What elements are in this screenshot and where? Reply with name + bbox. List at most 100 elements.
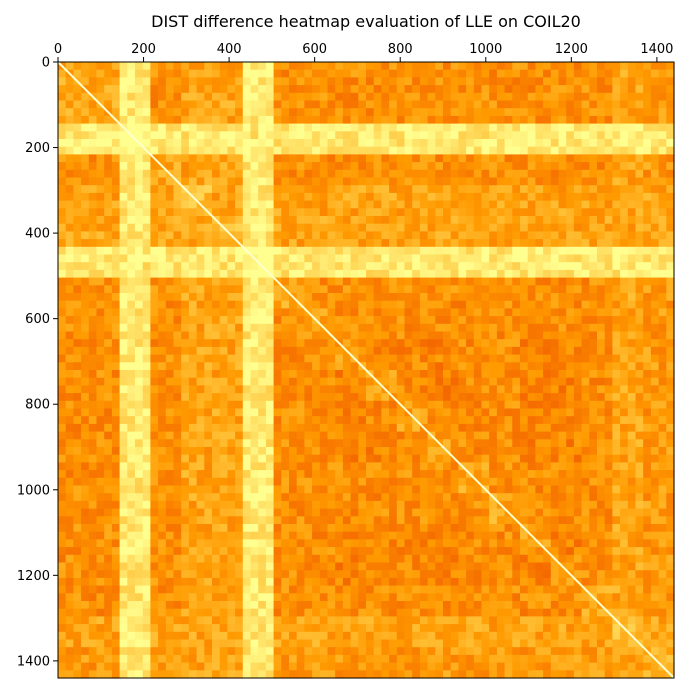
heatmap-cell	[104, 493, 113, 502]
heatmap-cell	[312, 300, 321, 309]
heatmap-cell	[65, 416, 74, 425]
heatmap-cell	[96, 400, 105, 410]
heatmap-cell	[58, 277, 67, 286]
heatmap-cell	[204, 200, 213, 209]
heatmap-cell	[358, 69, 367, 78]
heatmap-cell	[573, 262, 583, 271]
heatmap-cell	[550, 169, 560, 179]
heatmap-cell	[550, 92, 560, 102]
heatmap-cell	[581, 108, 590, 117]
heatmap-cell	[358, 493, 367, 502]
heatmap-cell	[173, 77, 182, 86]
heatmap-cell	[543, 493, 552, 502]
heatmap-cell	[635, 239, 644, 248]
heatmap-cell	[427, 416, 436, 425]
heatmap-cell	[119, 92, 128, 102]
heatmap-cell	[312, 169, 321, 179]
heatmap-cell	[635, 269, 644, 279]
heatmap-cell	[312, 77, 321, 86]
heatmap-cell	[366, 285, 375, 294]
heatmap-cell	[73, 254, 82, 263]
heatmap-cell	[304, 447, 313, 456]
heatmap-cell	[127, 447, 136, 456]
heatmap-cell	[96, 316, 105, 325]
heatmap-cell	[165, 262, 175, 271]
heatmap-cell	[96, 408, 105, 417]
heatmap-cell	[435, 115, 444, 125]
heatmap-cell	[604, 485, 613, 494]
heatmap-cell	[566, 77, 575, 86]
heatmap-cell	[412, 239, 421, 248]
heatmap-cell	[419, 69, 429, 78]
heatmap-cell	[181, 285, 190, 294]
heatmap-cell	[450, 423, 459, 433]
heatmap-cell	[188, 531, 198, 540]
heatmap-cell	[573, 293, 583, 302]
heatmap-cell	[165, 239, 175, 248]
heatmap-cell	[335, 85, 344, 94]
heatmap-cell	[589, 100, 598, 109]
heatmap-cell	[350, 362, 359, 371]
heatmap-cell	[111, 177, 121, 186]
heatmap-cell	[65, 169, 74, 179]
heatmap-cell	[96, 524, 105, 533]
heatmap-cell	[135, 508, 144, 517]
heatmap-cell	[466, 139, 475, 148]
heatmap-cell	[512, 439, 521, 448]
heatmap-cell	[435, 62, 444, 71]
heatmap-cell	[358, 277, 367, 286]
heatmap-cell	[235, 447, 244, 456]
heatmap-cell	[119, 269, 128, 279]
heatmap-cell	[342, 339, 352, 348]
heatmap-cell	[312, 154, 321, 163]
heatmap-cell	[342, 85, 352, 94]
heatmap-cell	[643, 69, 652, 78]
heatmap-cell	[635, 462, 644, 471]
heatmap-cell	[381, 269, 390, 279]
heatmap-cell	[227, 62, 236, 71]
heatmap-cell	[381, 123, 390, 132]
heatmap-cell	[496, 362, 506, 371]
heatmap-cell	[119, 500, 128, 510]
heatmap-cell	[435, 223, 444, 232]
heatmap-cell	[119, 277, 128, 286]
heatmap-cell	[96, 146, 105, 155]
heatmap-cell	[250, 62, 259, 71]
chart-title: DIST difference heatmap evaluation of LL…	[151, 12, 581, 31]
heatmap-cell	[119, 531, 128, 540]
heatmap-cell	[88, 300, 98, 309]
heatmap-cell	[404, 277, 413, 286]
heatmap-cell	[527, 223, 536, 232]
heatmap-cell	[350, 100, 359, 109]
heatmap-cell	[281, 431, 290, 440]
heatmap-cell	[512, 393, 521, 402]
heatmap-cell	[620, 377, 629, 386]
heatmap-cell	[404, 331, 413, 340]
heatmap-cell	[265, 323, 275, 333]
heatmap-cell	[473, 400, 483, 410]
heatmap-cell	[543, 169, 552, 179]
heatmap-cell	[335, 77, 344, 86]
heatmap-cell	[381, 447, 390, 456]
heatmap-cell	[342, 169, 352, 179]
heatmap-cell	[250, 231, 259, 240]
heatmap-cell	[535, 377, 544, 386]
heatmap-cell	[142, 531, 151, 540]
heatmap-cell	[381, 100, 390, 109]
heatmap-cell	[520, 269, 529, 279]
heatmap-cell	[212, 100, 221, 109]
heatmap-cell	[612, 246, 621, 256]
heatmap-cell	[597, 454, 606, 463]
heatmap-cell	[366, 500, 375, 510]
heatmap-cell	[512, 269, 521, 279]
heatmap-cell	[235, 416, 244, 425]
heatmap-cell	[181, 77, 190, 86]
heatmap-cell	[165, 416, 175, 425]
heatmap-cell	[520, 408, 529, 417]
heatmap-cell	[635, 308, 644, 317]
heatmap-cell	[127, 508, 136, 517]
heatmap-cell	[558, 346, 567, 356]
heatmap-cell	[235, 115, 244, 125]
heatmap-cell	[412, 500, 421, 510]
heatmap-cell	[489, 485, 498, 494]
